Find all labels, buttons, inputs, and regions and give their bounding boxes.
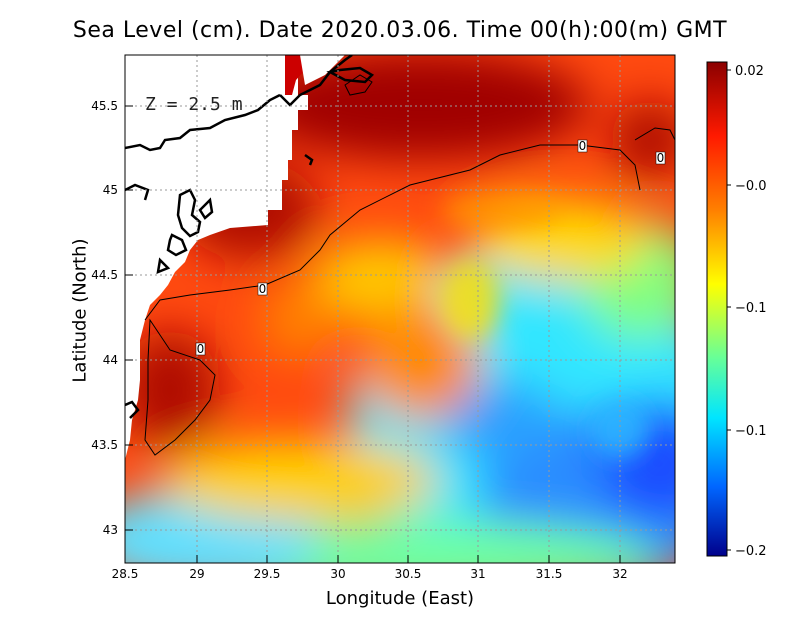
colorbar-label: 0.02 — [735, 64, 764, 79]
x-tick-label: 30 — [330, 567, 345, 581]
y-axis: 45.5 45 44.5 44 43.5 43 — [91, 99, 133, 537]
colorbar-label: −0.1 — [735, 301, 767, 316]
svg-text:0: 0 — [197, 342, 205, 356]
y-tick-label: 44.5 — [91, 268, 118, 282]
plot-title: Sea Level (cm). Date 2020.03.06. Time 00… — [72, 18, 728, 43]
coastline — [125, 55, 375, 419]
svg-text:0: 0 — [657, 151, 665, 165]
colorbar-label: −0.1 — [735, 424, 767, 439]
plot-frame — [124, 54, 676, 564]
x-axis: 28.5 29 29.5 30 30.5 31 31.5 32 — [112, 555, 628, 581]
x-tick-label: 30.5 — [395, 567, 422, 581]
contour-label: 0 — [577, 139, 588, 153]
contour-label: 0 — [195, 342, 206, 356]
svg-text:0: 0 — [579, 139, 587, 153]
colorbar-gradient — [706, 61, 728, 557]
contour-labels: 0 0 0 0 — [195, 139, 666, 356]
colorbar-label: −0.2 — [735, 544, 767, 559]
y-tick-label: 44 — [103, 353, 118, 367]
land-mass — [125, 55, 308, 460]
y-tick-label: 43 — [103, 523, 118, 537]
y-tick-label: 43.5 — [91, 438, 118, 452]
x-tick-label: 28.5 — [112, 567, 139, 581]
x-tick-label: 32 — [612, 567, 627, 581]
y-tick-label: 45.5 — [91, 99, 118, 113]
colorbar-label: −0.0 — [735, 179, 767, 194]
x-tick-label: 29.5 — [254, 567, 281, 581]
x-tick-label: 31 — [470, 567, 485, 581]
contour-label: 0 — [655, 151, 666, 165]
y-tick-label: 45 — [103, 183, 118, 197]
x-tick-label: 29 — [189, 567, 204, 581]
contour-label: 0 — [257, 282, 268, 296]
depth-label: Z = 2.5 m — [145, 94, 243, 115]
colorbar: 0.02 −0.0 −0.1 −0.1 −0.2 — [706, 61, 767, 559]
sea-level-field: 0 0 0 0 — [125, 55, 675, 563]
x-axis-label: Longitude (East) — [325, 588, 475, 609]
y-axis-label: Latitude (North) — [69, 238, 91, 383]
zero-contour — [144, 74, 675, 456]
x-tick-label: 31.5 — [536, 567, 563, 581]
svg-text:0: 0 — [259, 282, 267, 296]
